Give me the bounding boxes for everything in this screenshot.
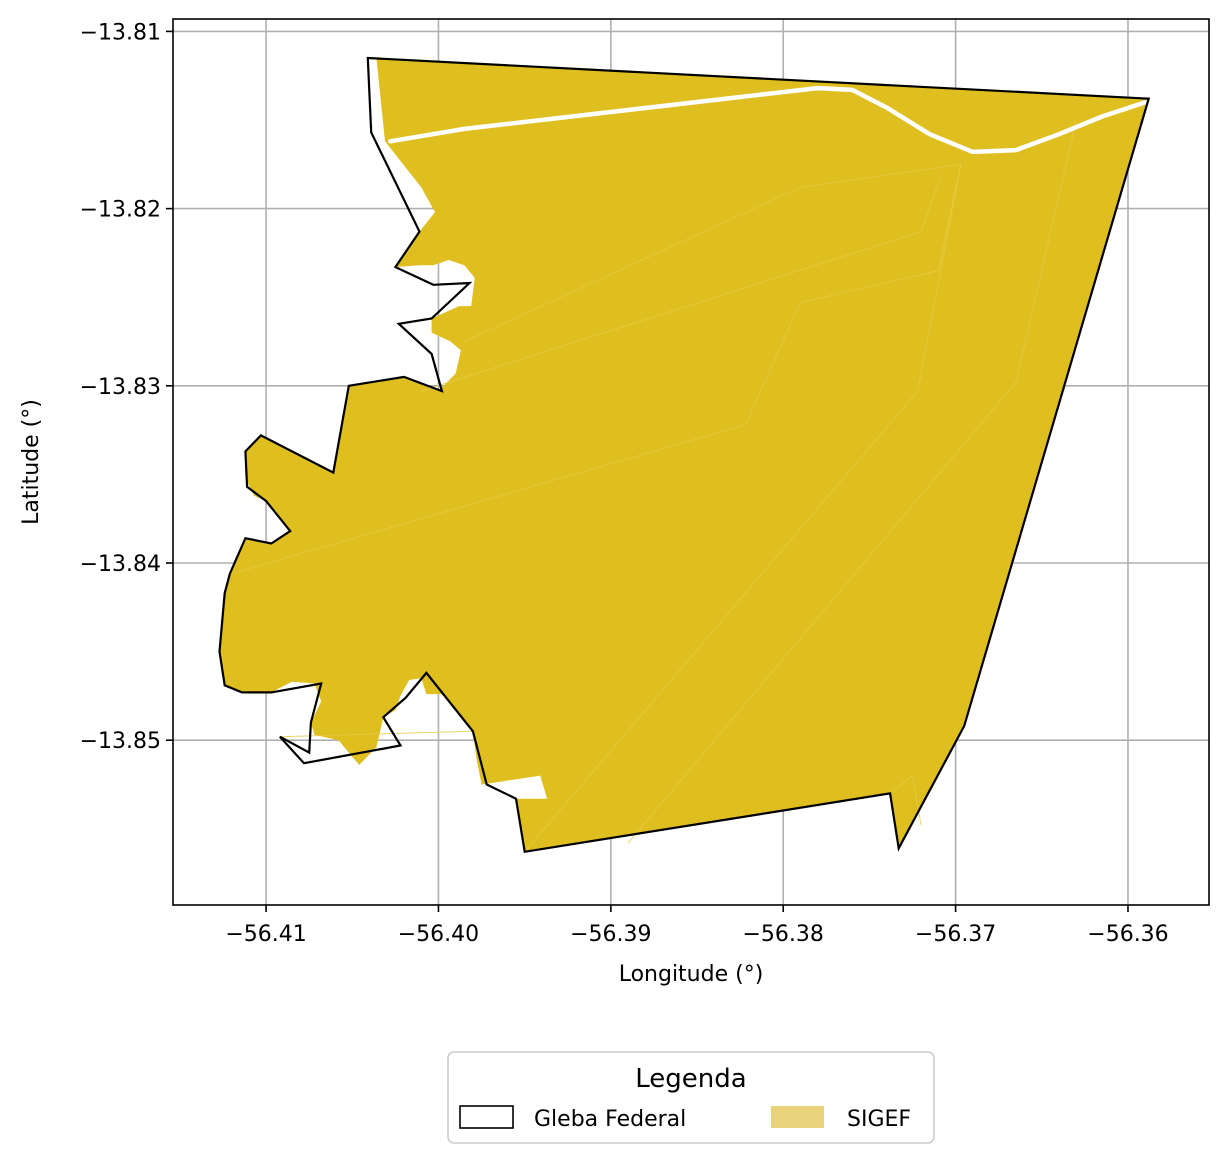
gleba-federal-layer [218, 56, 1151, 854]
y-tick-label: −13.82 [80, 198, 161, 223]
x-tick-label: −56.40 [398, 922, 479, 947]
x-tick-label: −56.36 [1087, 922, 1168, 947]
y-tick-label: −13.83 [80, 375, 161, 400]
legend-title: Legenda [635, 1064, 746, 1094]
road-line [387, 85, 1148, 155]
x-tick-label: −56.39 [570, 922, 651, 947]
sigef-parcel-line [524, 164, 962, 853]
legend-label-sigef: SIGEF [847, 1107, 911, 1132]
sigef-polygon [219, 58, 1149, 852]
y-tick-label: −13.84 [80, 552, 161, 577]
y-axis-ticks: −13.81 −13.82 −13.83 −13.84 −13.85 [80, 20, 173, 754]
sigef-parcel-line [889, 774, 922, 826]
x-axis-label: Longitude (°) [619, 962, 764, 987]
y-axis-label: Latitude (°) [19, 399, 44, 525]
sigef-parcel-line [279, 730, 473, 738]
legend-swatch-gleba-federal [459, 1105, 514, 1129]
legend-swatch-sigef [771, 1106, 824, 1128]
sigef-parcel-line [421, 173, 943, 392]
x-axis-ticks: −56.41 −56.40 −56.39 −56.38 −56.37 −56.36 [225, 905, 1169, 947]
y-tick-label: −13.81 [80, 20, 161, 45]
legend-label-gleba-federal: Gleba Federal [534, 1107, 686, 1132]
x-tick-label: −56.41 [225, 922, 306, 947]
road-layer [387, 85, 1148, 155]
sigef-parcel-line [464, 163, 961, 342]
x-tick-label: −56.38 [743, 922, 824, 947]
x-tick-label: −56.37 [915, 922, 996, 947]
legend: Legenda Gleba Federal SIGEF [447, 1051, 935, 1144]
sigef-layer [219, 58, 1149, 852]
y-tick-label: −13.85 [80, 729, 161, 754]
plot-frame [172, 18, 1210, 906]
sigef-parcel-line [627, 119, 1077, 844]
gleba-federal-polygon [218, 56, 1151, 854]
sigef-parcel-line [231, 164, 962, 575]
sigef-parcel-boundaries [231, 119, 1077, 853]
